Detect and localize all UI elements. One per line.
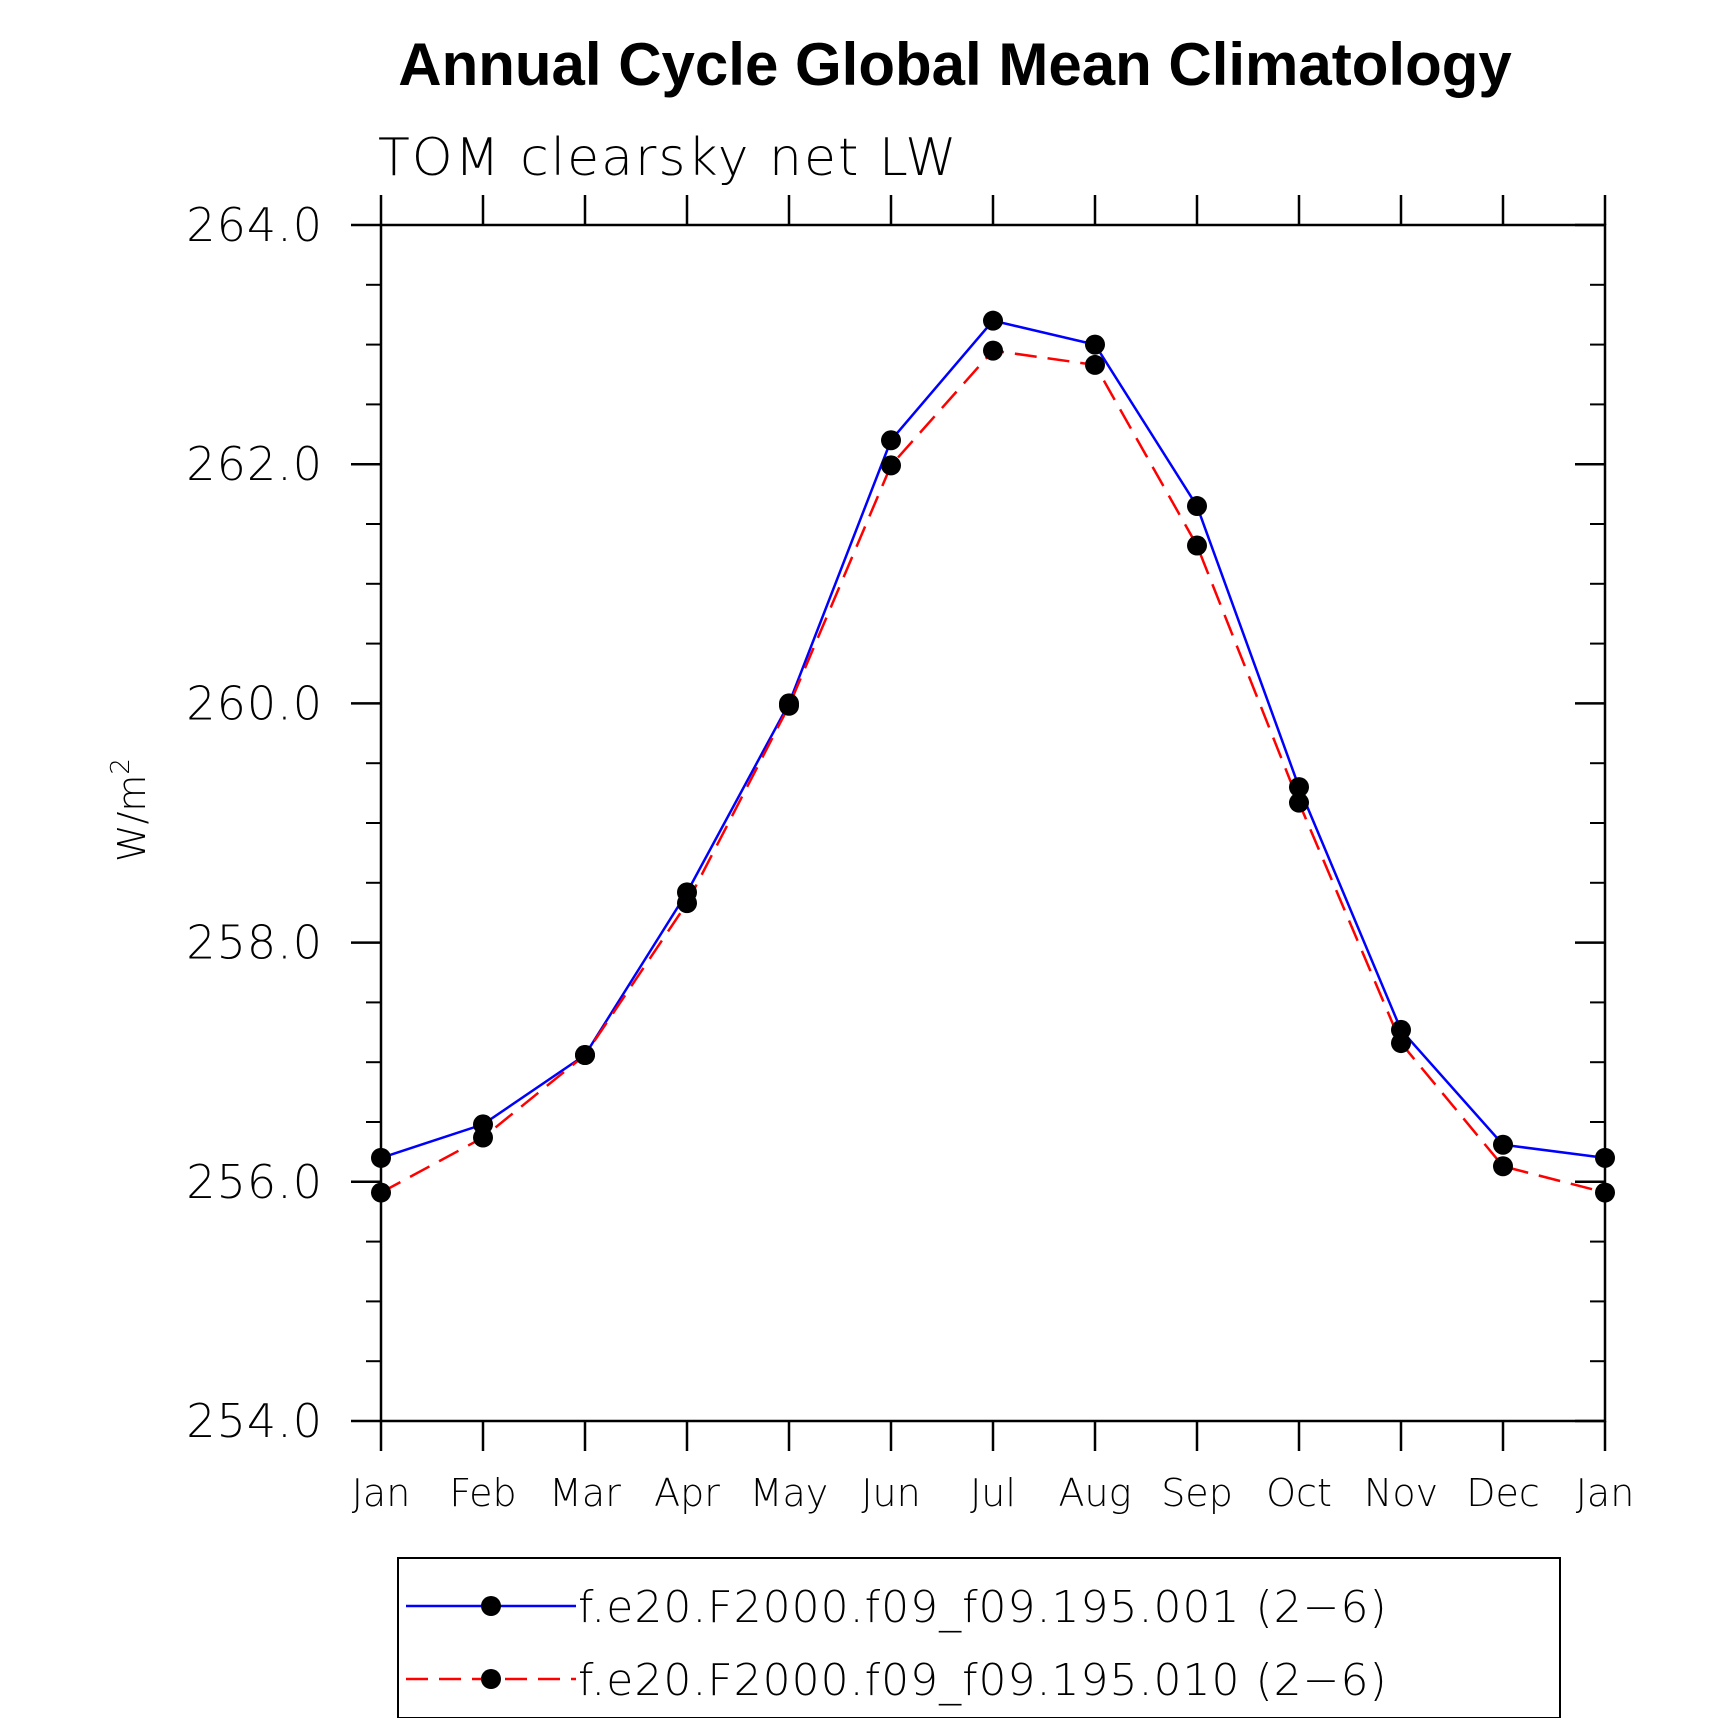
y-axis-label: W/m2 xyxy=(106,758,154,862)
series-1-point xyxy=(1289,777,1309,798)
plot-frame xyxy=(379,223,1607,1423)
y-tick-label: 262.0 xyxy=(186,437,323,491)
legend-box xyxy=(397,1557,1561,1718)
x-tick-label: Feb xyxy=(449,1471,516,1515)
x-tick-label: Apr xyxy=(654,1471,720,1515)
series-2-point xyxy=(575,1045,595,1066)
x-tick-label: Jun xyxy=(861,1471,920,1515)
x-tick-label: Jan xyxy=(352,1471,411,1515)
y-tick-label: 256.0 xyxy=(186,1155,323,1209)
series-2-point xyxy=(881,455,901,476)
series-line-1 xyxy=(380,319,1606,1160)
series-1-point xyxy=(983,310,1003,331)
series-2-point xyxy=(1493,1156,1513,1177)
series-2-point xyxy=(1595,1182,1615,1203)
legend-label-1: f.e20.F2000.f09_f09.195.001 (2−6) xyxy=(578,1582,1388,1633)
legend-marker-2 xyxy=(481,1669,501,1689)
series-2-point xyxy=(473,1127,493,1148)
y-tick-label: 254.0 xyxy=(186,1394,323,1448)
y-tick-label: 264.0 xyxy=(186,198,323,252)
x-tick-label: Nov xyxy=(1364,1471,1438,1515)
x-tick-label: Sep xyxy=(1161,1471,1233,1515)
series-2-point xyxy=(1085,354,1105,375)
x-tick-label: Jan xyxy=(1576,1471,1635,1515)
series-1-point xyxy=(1493,1134,1513,1155)
x-tick-label: Oct xyxy=(1266,1471,1332,1515)
series-2-point xyxy=(1391,1033,1411,1054)
legend-marker-1 xyxy=(481,1596,501,1616)
svg-text:W/m2: W/m2 xyxy=(106,758,154,862)
y-axis-label-base: W/m xyxy=(110,775,154,862)
series-2-point xyxy=(779,695,799,716)
chart-title: Annual Cycle Global Mean Climatology xyxy=(398,31,1512,98)
x-tick-label: May xyxy=(750,1471,829,1515)
series-1-point xyxy=(371,1147,391,1168)
x-tick-label: Jul xyxy=(970,1471,1016,1515)
x-tick-label: Aug xyxy=(1059,1471,1132,1515)
y-tick-label: 260.0 xyxy=(186,676,323,730)
legend: f.e20.F2000.f09_f09.195.001 (2−6) f.e20.F… xyxy=(397,1557,1561,1718)
series-2-point xyxy=(371,1182,391,1203)
series-line-2 xyxy=(380,349,1606,1194)
series-2-point xyxy=(1289,792,1309,813)
x-tick-label: Mar xyxy=(549,1471,621,1515)
series-2-point xyxy=(677,893,697,914)
series-layer xyxy=(371,310,1615,1203)
series-1-point xyxy=(881,430,901,451)
series-1-point xyxy=(1085,334,1105,355)
series-2-point xyxy=(983,340,1003,361)
axes: Jan Feb Mar Apr May Jun Jul Aug Sep Oct Nov Dec Jan 2… xyxy=(186,195,1634,1515)
y-tick-label: 258.0 xyxy=(186,916,323,970)
x-tick-label: Dec xyxy=(1466,1471,1540,1515)
y-axis-label-superscript: 2 xyxy=(106,758,136,775)
legend-label-2: f.e20.F2000.f09_f09.195.010 (2−6) xyxy=(578,1655,1388,1706)
chart-subtitle: TOM clearsky net LW xyxy=(378,128,959,188)
series-1-point xyxy=(1595,1147,1615,1168)
series-1-point xyxy=(1187,496,1207,517)
series-2-point xyxy=(1187,535,1207,556)
